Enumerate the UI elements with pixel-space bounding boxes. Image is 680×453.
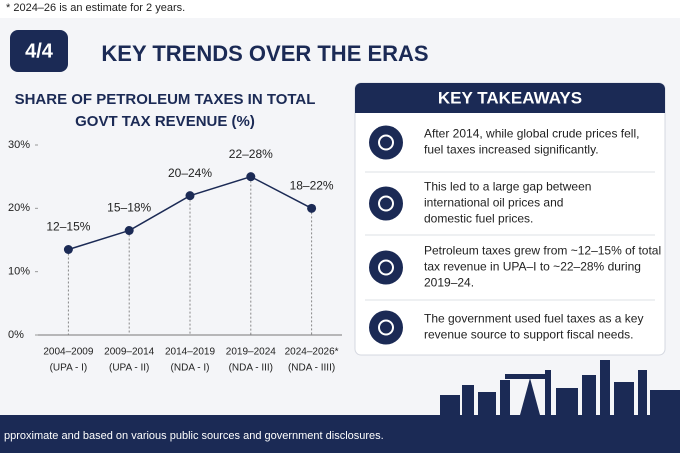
takeaway-title: KEY TAKEAWAYS: [438, 88, 582, 107]
y-tick-label: 30%: [8, 139, 30, 151]
icon-detail: [378, 319, 394, 336]
chart-title: SHARE OF PETROLEUM TAXES IN TOTAL: [15, 91, 316, 108]
chart-title: GOVT TAX REVENUE (%): [75, 113, 255, 130]
x-tick-note: (NDA - I): [171, 363, 210, 374]
takeaway-text: tax revenue in UPA–I to ~22–28% during: [424, 260, 641, 274]
skyline: [440, 360, 680, 415]
value-label: 12–15%: [46, 220, 90, 234]
icon-detail: [378, 134, 394, 151]
value-label: 22–28%: [229, 147, 273, 161]
icon: [369, 250, 403, 285]
takeaway-text: fuel taxes increased significantly.: [424, 143, 599, 157]
y-tick-label: 0%: [8, 329, 24, 341]
badge: [10, 30, 68, 72]
x-tick-label: 2024–2026*: [285, 347, 339, 358]
icon: [369, 310, 403, 345]
y-tick-label: 10%: [8, 266, 30, 278]
note-bar: [0, 0, 680, 18]
takeaway-text: 2019–24.: [424, 276, 474, 290]
icon: [369, 125, 403, 160]
icon-detail: [378, 195, 394, 212]
point: [124, 226, 134, 235]
value-label: 15–18%: [107, 201, 151, 215]
takeaway-header: [355, 83, 665, 113]
point: [63, 245, 73, 254]
takeaway-text: The government used fuel taxes as a key: [424, 312, 643, 326]
takeaway-text: revenue source to support fiscal needs.: [424, 328, 633, 342]
value-label: 18–22%: [290, 179, 334, 193]
takeaway-text: This led to a large gap between: [424, 180, 591, 194]
badge-text: 4/4: [25, 40, 54, 62]
x-tick-note: (UPA - I): [50, 363, 88, 374]
x-tick-note: (NDA - IIII): [288, 363, 335, 374]
footer-text: pproximate and based on various public s…: [4, 430, 384, 442]
y-tick-label: 20%: [8, 202, 30, 214]
takeaway-text: Petroleum taxes grew from ~12–15% of tot…: [424, 244, 661, 258]
page-title: KEY TRENDS OVER THE ERAS: [101, 41, 428, 66]
note: * 2024–26 is an estimate for 2 years.: [6, 2, 185, 14]
x-tick-label: 2004–2009: [43, 347, 93, 358]
point: [185, 191, 195, 201]
x-tick-label: 2019–2024: [226, 347, 276, 358]
takeaway-text: After 2014, while global crude prices fe…: [424, 127, 639, 141]
takeaway-text: domestic fuel prices.: [424, 212, 533, 226]
footer-bar: [0, 415, 680, 453]
icon: [369, 186, 403, 221]
point: [246, 172, 256, 182]
x-tick-note: (NDA - III): [229, 363, 273, 374]
x-tick-note: (UPA - II): [109, 363, 149, 374]
icon-detail: [378, 259, 394, 276]
x-tick-label: 2014–2019: [165, 347, 215, 358]
point: [307, 203, 317, 213]
value-label: 20–24%: [168, 166, 212, 180]
x-tick-label: 2009–2014: [104, 347, 154, 358]
takeaway-text: international oil prices and: [424, 196, 563, 210]
